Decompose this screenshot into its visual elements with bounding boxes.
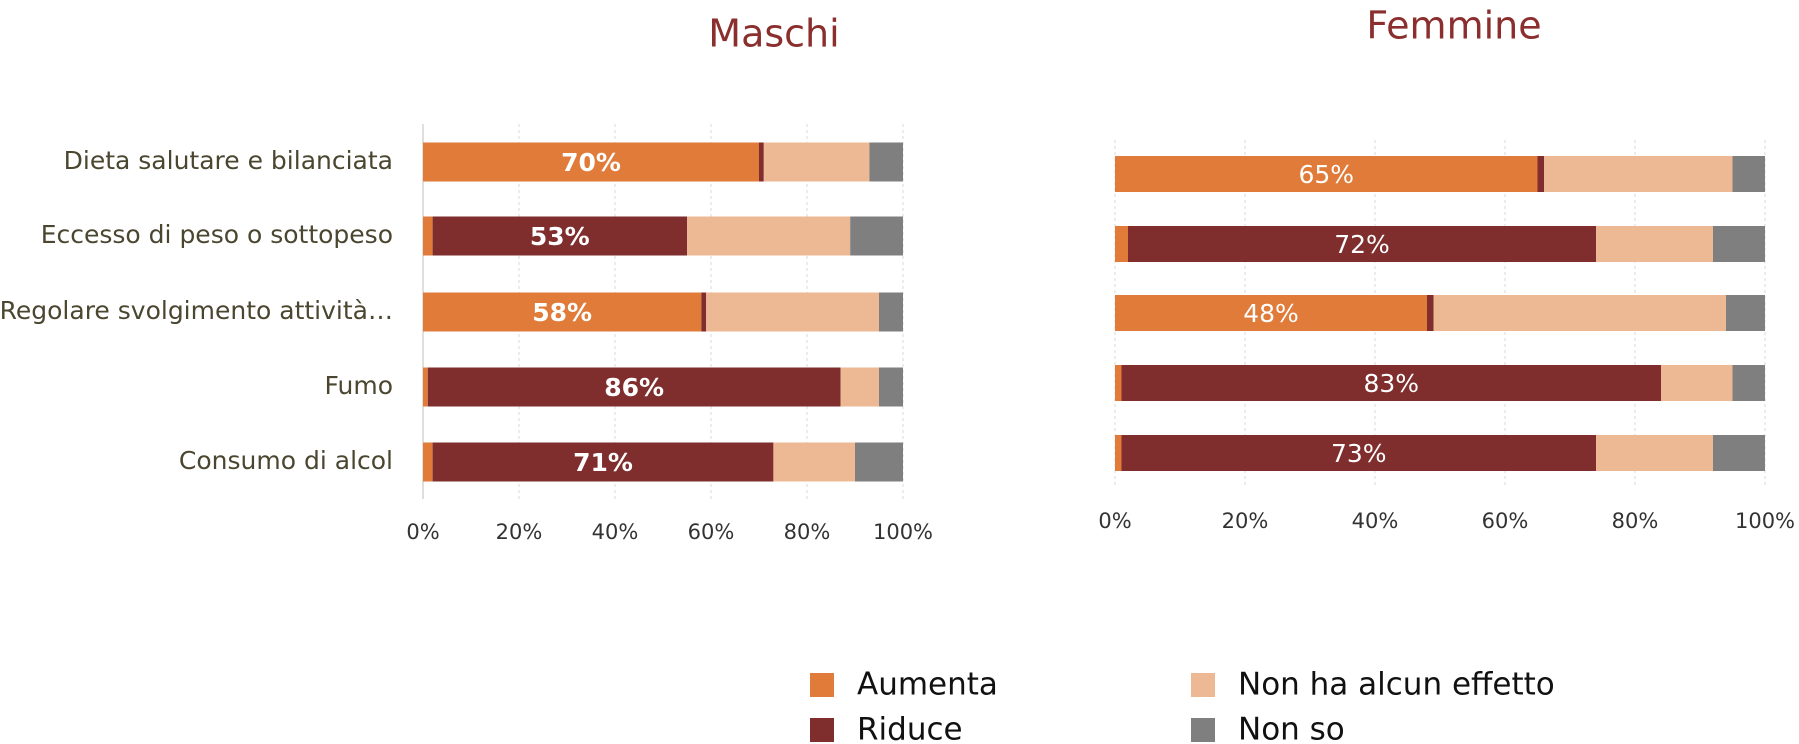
bar-segment [1433, 295, 1726, 331]
value-label: 83% [1363, 369, 1419, 398]
bar-segment [1544, 156, 1733, 192]
bar-segment [687, 216, 851, 256]
bar-segment [1121, 365, 1661, 401]
legend-label: Non so [1238, 712, 1345, 744]
bar-segment [850, 216, 903, 256]
bar-segment [1713, 226, 1765, 262]
legend-label: Riduce [857, 712, 963, 744]
x-tick-label: 40% [1352, 509, 1399, 533]
x-tick-label: 60% [688, 520, 735, 544]
legend-swatch [810, 718, 834, 742]
bar-segment [1115, 295, 1427, 331]
bar-segment [432, 216, 687, 256]
value-label: 70% [561, 148, 621, 177]
value-label: 53% [530, 222, 590, 251]
x-tick-label: 80% [1612, 509, 1659, 533]
bar-segment [423, 142, 759, 182]
bar-segment [840, 367, 879, 407]
x-tick-label: 0% [1098, 509, 1131, 533]
bar-segment [855, 442, 903, 482]
bar-segment [1726, 295, 1765, 331]
bar-segment [869, 142, 903, 182]
value-label: 65% [1298, 160, 1354, 189]
bar-segment [763, 142, 870, 182]
value-label: 73% [1331, 439, 1387, 468]
value-label: 71% [573, 448, 633, 477]
legend-label: Non ha alcun effetto [1238, 667, 1555, 703]
value-label: 86% [604, 373, 664, 402]
bar-segment [1427, 295, 1434, 331]
bar-segment [423, 216, 433, 256]
bar-segment [773, 442, 855, 482]
bar-segment [701, 292, 707, 332]
x-tick-label: 20% [1222, 509, 1269, 533]
category-label: Fumo [324, 371, 393, 400]
bar-segment [1115, 365, 1122, 401]
legend-swatch [1191, 718, 1215, 742]
x-tick-label: 60% [1482, 509, 1529, 533]
bar-segment [423, 442, 433, 482]
bar-segment [1128, 226, 1596, 262]
bar-segment [1537, 156, 1544, 192]
x-tick-label: 40% [592, 520, 639, 544]
bar-segment [1661, 365, 1733, 401]
bar-segment [1115, 435, 1122, 471]
bar-segment [1732, 156, 1765, 192]
category-label: Regolare svolgimento attività… [0, 296, 393, 325]
bar-segment [1115, 226, 1128, 262]
bar-segment [706, 292, 879, 332]
bar-segment [1596, 226, 1713, 262]
legend-label: Aumenta [857, 667, 998, 703]
bar-segment [1115, 156, 1538, 192]
bar-segment [1121, 435, 1596, 471]
bar-segment [423, 367, 428, 407]
value-label: 72% [1334, 230, 1390, 259]
x-tick-label: 0% [406, 520, 439, 544]
bar-segment [1596, 435, 1713, 471]
bar-segment [1713, 435, 1765, 471]
legend-swatch [1191, 673, 1215, 697]
bar-segment [432, 442, 774, 482]
value-label: 58% [532, 298, 592, 327]
bar-segment [1732, 365, 1765, 401]
bar-segment [759, 142, 764, 182]
x-tick-label: 100% [1735, 509, 1795, 533]
value-label: 48% [1243, 299, 1299, 328]
chart-title: Maschi [708, 12, 839, 56]
x-tick-label: 100% [873, 520, 933, 544]
x-tick-label: 80% [784, 520, 831, 544]
bar-segment [879, 292, 903, 332]
bar-segment [427, 367, 841, 407]
x-tick-label: 20% [496, 520, 543, 544]
category-label: Dieta salutare e bilanciata [64, 146, 393, 175]
bar-segment [423, 292, 702, 332]
bar-segment [879, 367, 903, 407]
legend-swatch [810, 673, 834, 697]
category-label: Consumo di alcol [179, 446, 393, 475]
category-label: Eccesso di peso o sottopeso [41, 220, 393, 249]
chart-title: Femmine [1366, 4, 1541, 48]
